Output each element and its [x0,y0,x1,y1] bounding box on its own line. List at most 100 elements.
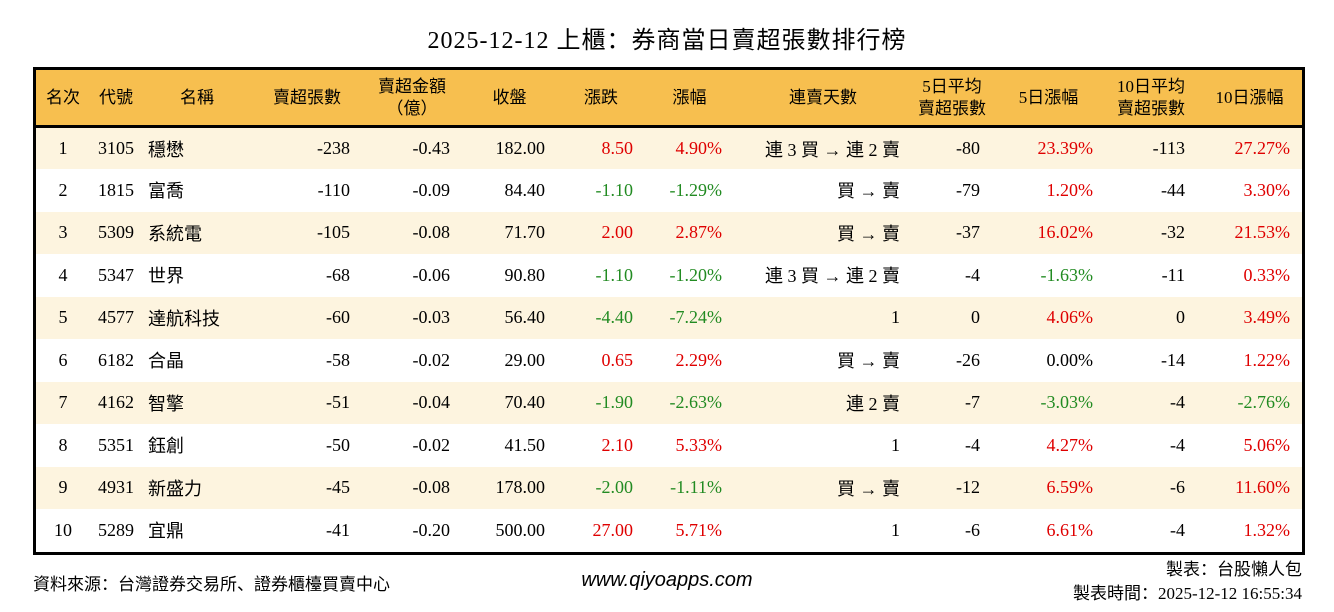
cell-name: 系統電 [148,223,202,244]
table-row: 5 4577 達航科技 -60 -0.03 56.40 -4.40 -7.24% 1 0 4.06%… [36,296,1302,339]
column-header-avg5-net-sell: 5日平均 賣超張數 [912,70,992,128]
table-row: 9 4931 新盛力 -45 -0.08 178.00 -2.00 -1.11% 買 → 賣 -1… [36,466,1302,509]
column-header-avg10-net-sell: 10日平均 賣超張數 [1105,70,1197,128]
cell-sell-streak: 1 [891,434,900,455]
cell-code: 6182 [98,349,134,370]
cell-avg5-net-sell: -37 [956,222,980,243]
cell-pct-10d: 1.22% [1243,349,1291,370]
cell-avg5-net-sell: -26 [956,349,980,370]
cell-change-pct: -7.24% [669,307,723,328]
column-header-sell-streak: 連賣天數 [734,70,912,128]
cell-avg5-net-sell: -79 [956,179,980,200]
cell-code: 5309 [98,222,134,243]
cell-net-sell-volume: -51 [326,392,350,413]
column-header-net-sell-amount: 賣超金額 （億） [362,70,462,128]
cell-sell-streak: 1 [891,519,900,540]
cell-change-pct: -1.11% [670,477,722,498]
cell-net-sell-amount: -0.02 [412,434,451,455]
cell-close: 182.00 [495,138,546,158]
cell-avg5-net-sell: -6 [965,519,980,540]
cell-change: -1.10 [595,264,634,285]
cell-code: 4162 [98,392,134,413]
cell-rank: 10 [54,519,72,540]
cell-name: 鈺創 [148,436,184,457]
cell-sell-streak: 買 → 賣 [837,478,900,499]
cell-avg10-net-sell: -32 [1161,222,1185,243]
column-header-pct-5d: 5日漲幅 [992,70,1105,128]
cell-pct-10d: 21.53% [1234,222,1291,243]
cell-name: 新盛力 [148,478,202,499]
cell-net-sell-amount: -0.09 [412,179,451,200]
cell-avg10-net-sell: -4 [1170,434,1185,455]
cell-pct-5d: 6.61% [1046,519,1094,540]
cell-net-sell-amount: -0.20 [412,519,451,540]
column-header-close: 收盤 [462,70,557,128]
cell-pct-10d: 27.27% [1234,138,1291,158]
cell-net-sell-volume: -110 [317,179,350,200]
cell-close: 29.00 [504,349,546,370]
column-header-change-pct: 漲幅 [645,70,734,128]
cell-change-pct: 2.29% [675,349,723,370]
cell-pct-5d: 16.02% [1037,222,1094,243]
cell-net-sell-volume: -41 [326,519,350,540]
table-row: 2 1815 富喬 -110 -0.09 84.40 -1.10 -1.29% 買 → 賣 -79… [36,169,1302,212]
cell-avg10-net-sell: -44 [1161,179,1185,200]
cell-name: 富喬 [148,181,184,202]
cell-close: 500.00 [495,519,546,540]
table-row: 6 6182 合晶 -58 -0.02 29.00 0.65 2.29% 買 → 賣 -26 0.0… [36,339,1302,382]
cell-rank: 2 [58,179,68,200]
table-row: 7 4162 智擎 -51 -0.04 70.40 -1.90 -2.63% 連 2 賣 -7 -3… [36,381,1302,424]
cell-net-sell-volume: -238 [317,138,350,158]
cell-avg10-net-sell: -6 [1170,477,1185,498]
cell-pct-10d: 11.60% [1235,477,1290,498]
column-header-code: 代號 [90,70,142,128]
column-header-net-sell-volume: 賣超張數 [252,70,362,128]
ranking-table: 名次 代號 名稱 賣超張數 賣超金額 （億） 收盤 漲跌 漲幅 連賣天數 5日平均 賣超張數 5日漲幅 1… [36,70,1302,552]
cell-name: 世界 [148,266,184,287]
cell-name: 達航科技 [148,308,220,329]
cell-name: 穩懋 [148,139,184,160]
cell-rank: 4 [58,264,68,285]
cell-sell-streak: 買 → 賣 [837,351,900,372]
cell-change: 0.65 [601,349,634,370]
cell-code: 4577 [98,307,134,328]
cell-code: 5347 [98,264,134,285]
table-row: 10 5289 宜鼎 -41 -0.20 500.00 27.00 5.71% 1 -6 6.61%… [36,509,1302,552]
cell-code: 3105 [98,138,134,158]
credit-block: 製表：台股懶人包 製表時間：2025-12-12 16:55:34 [1073,558,1302,606]
table-row: 4 5347 世界 -68 -0.06 90.80 -1.10 -1.20% 連 3 買 → 連… [36,254,1302,297]
cell-code: 5351 [98,434,134,455]
cell-change: -1.10 [595,179,634,200]
column-header-change: 漲跌 [557,70,645,128]
cell-code: 1815 [98,179,134,200]
cell-close: 41.50 [504,434,546,455]
cell-avg10-net-sell: -11 [1161,264,1185,285]
cell-avg5-net-sell: -4 [965,264,980,285]
column-header-rank: 名次 [36,70,90,128]
cell-change-pct: -2.63% [669,392,723,413]
cell-avg10-net-sell: -14 [1161,349,1185,370]
cell-rank: 6 [58,349,68,370]
cell-pct-5d: 1.20% [1046,179,1094,200]
cell-sell-streak: 連 2 賣 [846,393,900,414]
cell-net-sell-volume: -50 [326,434,350,455]
cell-pct-5d: 23.39% [1037,138,1094,158]
cell-pct-10d: 3.30% [1243,179,1291,200]
cell-rank: 3 [58,222,68,243]
cell-change: 2.10 [601,434,634,455]
cell-pct-10d: 1.32% [1243,519,1291,540]
table-row: 3 5309 系統電 -105 -0.08 71.70 2.00 2.87% 買 → 賣 -37 1… [36,211,1302,254]
cell-name: 合晶 [148,351,184,372]
cell-net-sell-amount: -0.08 [412,477,451,498]
column-header-name: 名稱 [142,70,252,128]
cell-close: 178.00 [495,477,546,498]
cell-sell-streak: 1 [891,307,900,328]
cell-net-sell-amount: -0.43 [412,138,451,158]
cell-avg10-net-sell: -4 [1170,392,1185,413]
cell-change-pct: -1.29% [669,179,723,200]
cell-net-sell-amount: -0.06 [412,264,451,285]
cell-pct-5d: 6.59% [1046,477,1094,498]
cell-net-sell-amount: -0.03 [412,307,451,328]
cell-sell-streak: 連 3 買 → 連 2 賣 [765,266,900,287]
website-url: www.qiyoapps.com [581,569,753,591]
